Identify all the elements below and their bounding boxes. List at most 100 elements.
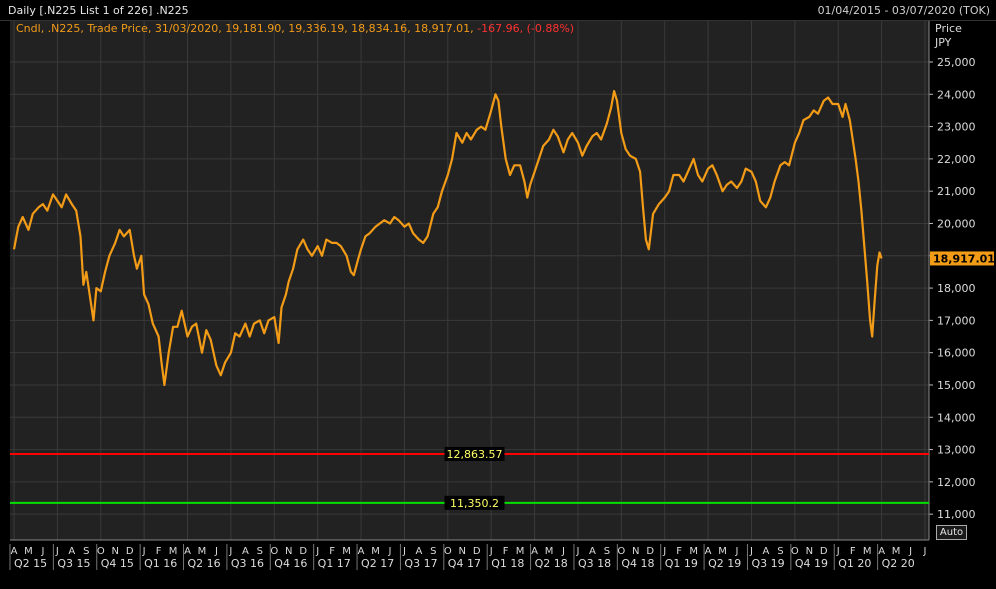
month-label: J: [735, 546, 739, 557]
quarter-label: Q1 17: [318, 557, 351, 570]
month-label: D: [473, 546, 481, 557]
month-label: N: [459, 546, 466, 557]
y-tick-label: 20,000: [937, 217, 976, 230]
month-label: M: [371, 546, 380, 557]
quarter-label: Q4 19: [795, 557, 828, 570]
month-label: A: [763, 546, 770, 557]
month-label: J: [923, 546, 927, 557]
month-label: O: [617, 546, 625, 557]
last-price-badge: [930, 251, 994, 266]
quarter-label: Q1 20: [838, 557, 871, 570]
month-label: J: [561, 546, 565, 557]
price-series-line[interactable]: [12, 89, 883, 387]
month-label: S: [430, 546, 436, 557]
y-tick-label: 22,000: [937, 153, 976, 166]
y-tick-label: 18,000: [937, 282, 976, 295]
month-label: J: [402, 546, 406, 557]
month-label: J: [142, 546, 146, 557]
price-axis-label: Price: [935, 22, 962, 35]
quarter-label: Q4 16: [274, 557, 307, 570]
chart-legend: Cndl, .N225, Trade Price, 31/03/2020, 19…: [16, 22, 574, 35]
month-label: A: [68, 546, 75, 557]
quarter-label: Q2 20: [882, 557, 915, 570]
month-label: A: [184, 546, 191, 557]
quarter-label: Q1 18: [491, 557, 524, 570]
y-tick-label: 13,000: [937, 444, 976, 457]
month-label: N: [632, 546, 639, 557]
month-label: J: [315, 546, 319, 557]
month-label: D: [646, 546, 654, 557]
quarter-label: Q1 19: [665, 557, 698, 570]
month-label: F: [156, 546, 162, 557]
level-label-bg: [444, 446, 505, 461]
month-label: S: [83, 546, 89, 557]
quarter-label: Q3 18: [578, 557, 611, 570]
quarter-label: Q4 15: [101, 557, 134, 570]
month-label: J: [749, 546, 753, 557]
month-label: J: [662, 546, 666, 557]
date-range: 01/04/2015 - 03/07/2020 (TOK): [817, 4, 990, 17]
month-label: M: [892, 546, 901, 557]
plot-area: [10, 20, 929, 540]
month-label: O: [270, 546, 278, 557]
month-label: N: [806, 546, 813, 557]
y-tick-label: 17,000: [937, 314, 976, 327]
month-label: J: [489, 546, 493, 557]
quarter-label: Q4 17: [448, 557, 481, 570]
legend-values: Cndl, .N225, Trade Price, 31/03/2020, 19…: [16, 22, 474, 35]
quarter-label: Q3 17: [404, 557, 437, 570]
currency-axis-label: JPY: [934, 36, 952, 49]
month-label: M: [342, 546, 351, 557]
window-title: Daily [.N225 List 1 of 226] .N225: [8, 4, 189, 17]
title-bar: Daily [.N225 List 1 of 226] .N225 01/04/…: [0, 0, 996, 21]
y-tick-label: 16,000: [937, 347, 976, 360]
month-label: F: [329, 546, 335, 557]
y-tick-label: 14,000: [937, 411, 976, 424]
month-label: A: [589, 546, 596, 557]
month-label: N: [111, 546, 118, 557]
month-label: J: [387, 546, 391, 557]
month-label: A: [705, 546, 712, 557]
month-label: J: [908, 546, 912, 557]
month-label: A: [11, 546, 18, 557]
month-label: S: [257, 546, 263, 557]
month-label: A: [878, 546, 885, 557]
month-label: J: [55, 546, 59, 557]
month-label: O: [791, 546, 799, 557]
month-label: M: [718, 546, 727, 557]
month-label: S: [777, 546, 783, 557]
month-label: A: [358, 546, 365, 557]
month-label: O: [444, 546, 452, 557]
month-label: O: [97, 546, 105, 557]
quarter-label: Q2 17: [361, 557, 394, 570]
y-tick-label: 11,000: [937, 508, 976, 521]
month-label: N: [285, 546, 292, 557]
quarter-label: Q2 16: [188, 557, 221, 570]
month-label: J: [836, 546, 840, 557]
y-tick-label: 21,000: [937, 185, 976, 198]
month-label: M: [545, 546, 554, 557]
y-tick-label: 15,000: [937, 379, 976, 392]
quarter-label: Q3 15: [57, 557, 90, 570]
level-label: 11,350.2: [450, 497, 499, 510]
quarter-label: Q3 19: [751, 557, 784, 570]
quarter-label: Q2 19: [708, 557, 741, 570]
month-label: M: [24, 546, 33, 557]
month-label: A: [415, 546, 422, 557]
legend-change: -167.96, (-0.88%): [477, 22, 575, 35]
month-label: M: [689, 546, 698, 557]
level-label: 12,863.57: [447, 448, 503, 461]
level-label-bg: [444, 495, 505, 510]
month-label: F: [676, 546, 682, 557]
y-tick-label: 24,000: [937, 88, 976, 101]
month-label: M: [198, 546, 207, 557]
month-label: J: [214, 546, 218, 557]
quarter-label: Q2 18: [535, 557, 568, 570]
auto-scale-button[interactable]: Auto: [936, 525, 967, 540]
month-label: S: [604, 546, 610, 557]
month-label: M: [516, 546, 525, 557]
y-tick-label: 25,000: [937, 56, 976, 69]
quarter-label: Q1 16: [144, 557, 177, 570]
